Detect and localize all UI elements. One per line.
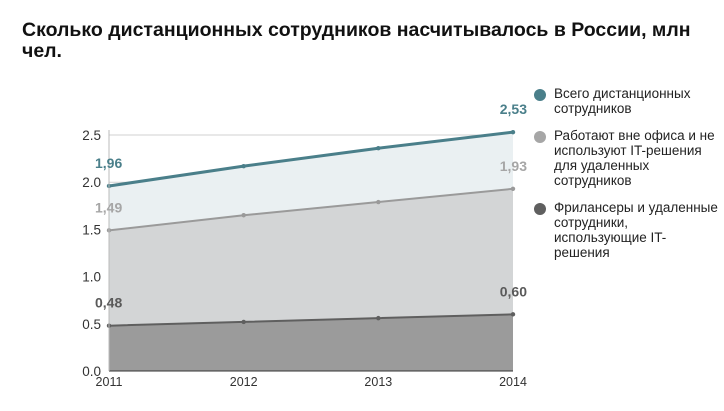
data-label-start: 1,96: [95, 155, 122, 171]
y-tick-label: 0.0: [82, 364, 101, 379]
line-series-1: [108, 130, 514, 188]
x-tick-label: 2011: [96, 375, 123, 389]
x-tick-label: 2013: [364, 375, 392, 389]
legend-item: Работают вне офиса и не используют IT-ре…: [534, 128, 719, 188]
data-point: [510, 186, 516, 192]
data-label-start: 1,49: [95, 199, 122, 215]
y-tick-label: 1.0: [82, 270, 101, 285]
data-point: [376, 146, 381, 151]
legend-label: Всего дистанционных сотрудников: [554, 86, 691, 116]
data-label-end: 2,53: [500, 101, 527, 117]
legend-marker: [534, 89, 546, 101]
x-tick-label: 2012: [230, 375, 258, 389]
data-point: [241, 319, 246, 325]
data-point: [376, 315, 381, 321]
data-point: [376, 199, 381, 205]
legend-marker: [534, 203, 546, 215]
data-point: [241, 163, 246, 169]
y-tick-label: 2.0: [82, 175, 101, 190]
area-series-3: [109, 314, 513, 371]
data-point: [510, 129, 516, 135]
data-label-end: 1,93: [500, 158, 527, 174]
legend-item: Всего дистанционных сотрудников: [534, 86, 719, 116]
x-tick-label: 2014: [499, 375, 527, 389]
data-label-start: 0,48: [95, 295, 122, 311]
data-point: [510, 312, 516, 317]
y-tick-label: 0.5: [82, 317, 101, 332]
line-series-2: [108, 187, 514, 232]
legend-label: Фрилансеры и удаленные сотрудники, испол…: [554, 200, 718, 260]
data-point: [241, 213, 246, 218]
y-tick-label: 1.5: [82, 222, 101, 237]
chart-title: Сколько дистанционных сотрудников насчит…: [22, 19, 691, 62]
legend-label: Работают вне офиса и не используют IT-ре…: [554, 128, 715, 188]
legend-marker: [534, 131, 546, 143]
legend-item: Фрилансеры и удаленные сотрудники, испол…: [534, 200, 719, 260]
data-label-end: 0,60: [500, 283, 527, 299]
line-series-3: [108, 313, 514, 327]
legend: Всего дистанционных сотрудников Работают …: [534, 86, 719, 272]
y-tick-label: 2.5: [82, 128, 101, 143]
